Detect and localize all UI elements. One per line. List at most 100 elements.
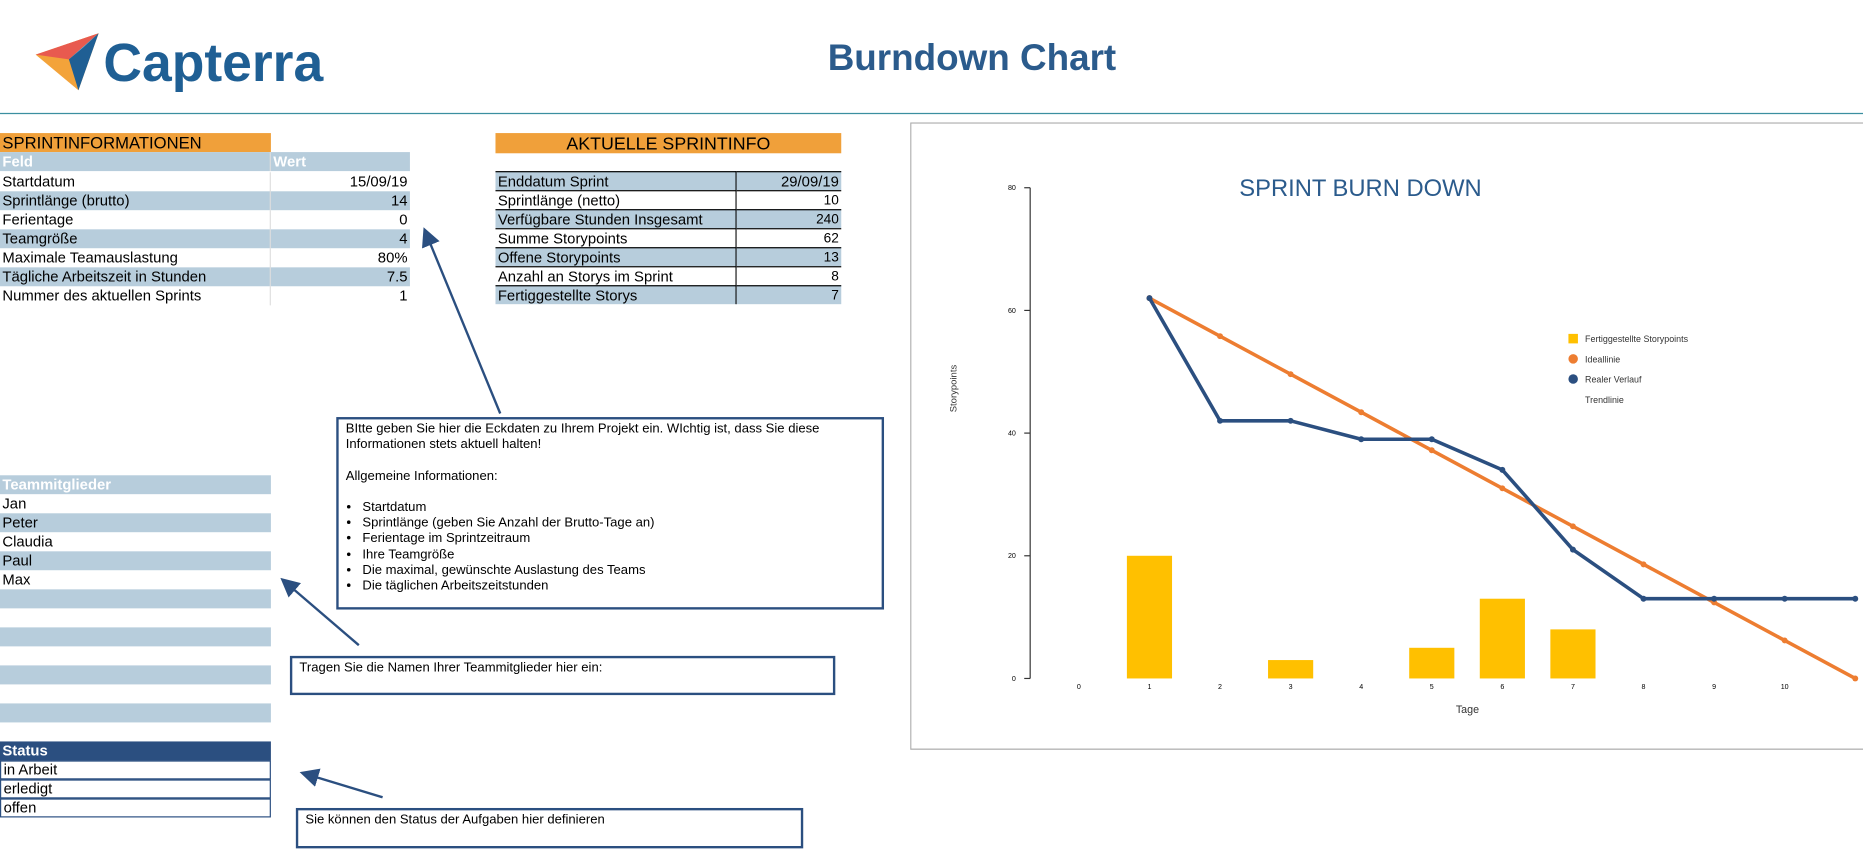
point [1499,466,1506,473]
table-cell: Enddatum Sprint [495,171,737,191]
x-tick-label: 7 [1571,683,1575,691]
note-item: Die maximal, gewünschte Auslastung des T… [362,563,874,579]
table-cell: 4 [270,229,410,249]
y-tick-label: 80 [1008,184,1016,192]
point [1217,333,1224,340]
legend-swatch [1568,374,1578,384]
table-cell: Teamgröße [0,229,271,249]
table-title: AKTUELLE SPRINTINFO [495,133,842,154]
chart-title: SPRINT BURN DOWN [1239,175,1481,202]
note-text: Allgemeine Informationen: [345,468,498,484]
table-cell [0,589,271,609]
x-tick-label: 1 [1147,683,1151,691]
logo-mark [68,33,99,60]
table-cell: in Arbeit [0,760,271,780]
table-cell: Offene Storypoints [495,247,737,267]
column-header: Wert [270,152,410,172]
point [1781,637,1788,644]
x-tick-label: 10 [1781,683,1789,691]
table-cell: 80% [270,248,410,268]
point [1781,595,1788,602]
point [1569,523,1576,530]
point [1852,675,1859,682]
y-axis-label: Storypoints [949,365,960,413]
bar [1550,629,1596,679]
chart: SPRINT BURN DOWN Tage Storypoints 0 20 40 6… [910,122,1863,750]
table-cell: Summe Storypoints [495,228,737,248]
table-cell: Peter [0,513,271,533]
table-cell: 7 [736,285,842,305]
logo-mark [35,33,99,60]
table-cell: 7.5 [270,267,410,287]
bar [1268,660,1314,679]
table-cell: Claudia [0,532,271,552]
note-item: Die täglichen Arbeitszeitstunden [362,579,874,595]
note-project: BItte geben Sie hier die Eckdaten zu Ihr… [336,417,885,610]
table-cell: Startdatum [0,172,271,192]
x-tick-label: 3 [1289,683,1293,691]
table-cell: Sprintlänge (brutto) [0,191,271,211]
x-tick-label: 4 [1359,683,1363,691]
legend-label: Ideallinie [1585,354,1620,364]
point [1146,295,1153,302]
table-cell: 13 [736,247,842,267]
table-cell: 14 [270,191,410,211]
note-item: Ihre Teamgröße [362,548,874,564]
point [1358,436,1365,443]
table-cell: Tägliche Arbeitszeit in Stunden [0,267,271,287]
note-status: Sie können den Status der Aufgaben hier … [295,807,804,849]
point [1569,546,1576,553]
table-cell: 8 [736,266,842,286]
point [1640,595,1647,602]
note-item: Ferientage im Sprintzeitraum [362,532,874,548]
legend-swatch [1568,333,1578,344]
x-tick-label: 5 [1430,683,1434,691]
y-tick-label: 40 [1008,429,1016,437]
point [1287,371,1294,378]
point [1428,436,1435,443]
legend-label: Fertiggestellte Storypoints [1585,334,1689,344]
table-cell: 29/09/19 [736,171,842,191]
table-cell: Paul [0,551,271,571]
x-tick-label: 2 [1218,683,1222,691]
y-tick-label: 0 [1012,675,1016,683]
table-cell [0,627,271,647]
table-cell: Jan [0,494,271,514]
note-item: Sprintlänge (geben Sie Anzahl der Brutto… [362,516,874,532]
logo-text: Capterra [103,34,324,93]
legend-label: Realer Verlauf [1585,375,1642,385]
column-header: Feld [0,152,271,172]
point [1217,417,1224,424]
table-header: Teammitglieder [0,475,271,495]
table-cell: 1 [270,286,410,306]
table-cell [0,665,271,685]
point [1358,409,1365,416]
table-cell: Fertiggestellte Storys [495,285,737,305]
table-title: SPRINTINFORMATIONEN [0,133,271,153]
point [1499,485,1506,492]
table-cell: Anzahl an Storys im Sprint [495,266,737,286]
table-header: Status [0,741,271,761]
bar [1126,555,1173,679]
bar [1479,598,1525,679]
y-tick-label: 20 [1008,552,1016,560]
legend-swatch [1568,354,1578,364]
bar [1409,647,1455,679]
note-text: Sie können den Status der Aufgaben hier … [305,812,605,827]
table-cell: 240 [736,209,842,229]
x-axis-label: Tage [1456,704,1479,716]
table-cell: Sprintlänge (netto) [495,190,737,210]
note-item: Startdatum [362,500,874,516]
table-cell: Max [0,570,271,590]
point [1640,561,1647,568]
table-cell: Maximale Teamauslastung [0,248,271,268]
table-cell: 10 [736,190,842,210]
table-cell: Ferientage [0,210,271,230]
y-tick-label: 60 [1008,307,1016,315]
table-cell: offen [0,798,271,818]
table-cell: 15/09/19 [270,172,410,192]
table-cell: erledigt [0,779,271,799]
note-text: Tragen Sie die Namen Ihrer Teammitgliede… [299,660,603,675]
